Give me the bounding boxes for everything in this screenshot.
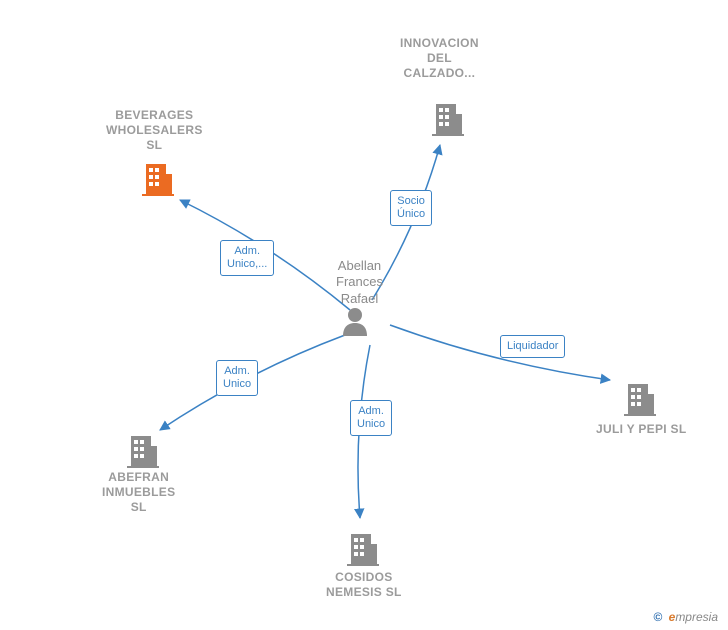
person-icon (341, 306, 369, 341)
edge-label: Adm. Unico,... (220, 240, 274, 276)
edges-layer (0, 0, 728, 630)
copyright: © empresia (653, 610, 718, 624)
company-label: INNOVACION DEL CALZADO... (400, 36, 479, 81)
building-icon (622, 380, 658, 421)
building-icon (140, 160, 176, 201)
building-icon (430, 100, 466, 141)
company-label: COSIDOS NEMESIS SL (326, 570, 402, 600)
edge-label: Liquidador (500, 335, 565, 358)
copyright-symbol: © (653, 610, 662, 624)
company-label: BEVERAGES WHOLESALERS SL (106, 108, 203, 153)
edge-label: Adm. Unico (350, 400, 392, 436)
edge-label: Socio Único (390, 190, 432, 226)
edge-label: Adm. Unico (216, 360, 258, 396)
copyright-brand-rest: mpresia (675, 610, 718, 624)
building-icon (125, 432, 161, 473)
building-icon (345, 530, 381, 571)
company-label: ABEFRAN INMUEBLES SL (102, 470, 175, 515)
edge-line (160, 335, 345, 430)
edge-line (390, 325, 610, 380)
edge-line (358, 345, 370, 518)
center-person-label: Abellan Frances Rafael (336, 258, 383, 307)
company-label: JULI Y PEPI SL (596, 422, 686, 437)
edge-line (180, 200, 350, 310)
edge-line (372, 145, 440, 300)
